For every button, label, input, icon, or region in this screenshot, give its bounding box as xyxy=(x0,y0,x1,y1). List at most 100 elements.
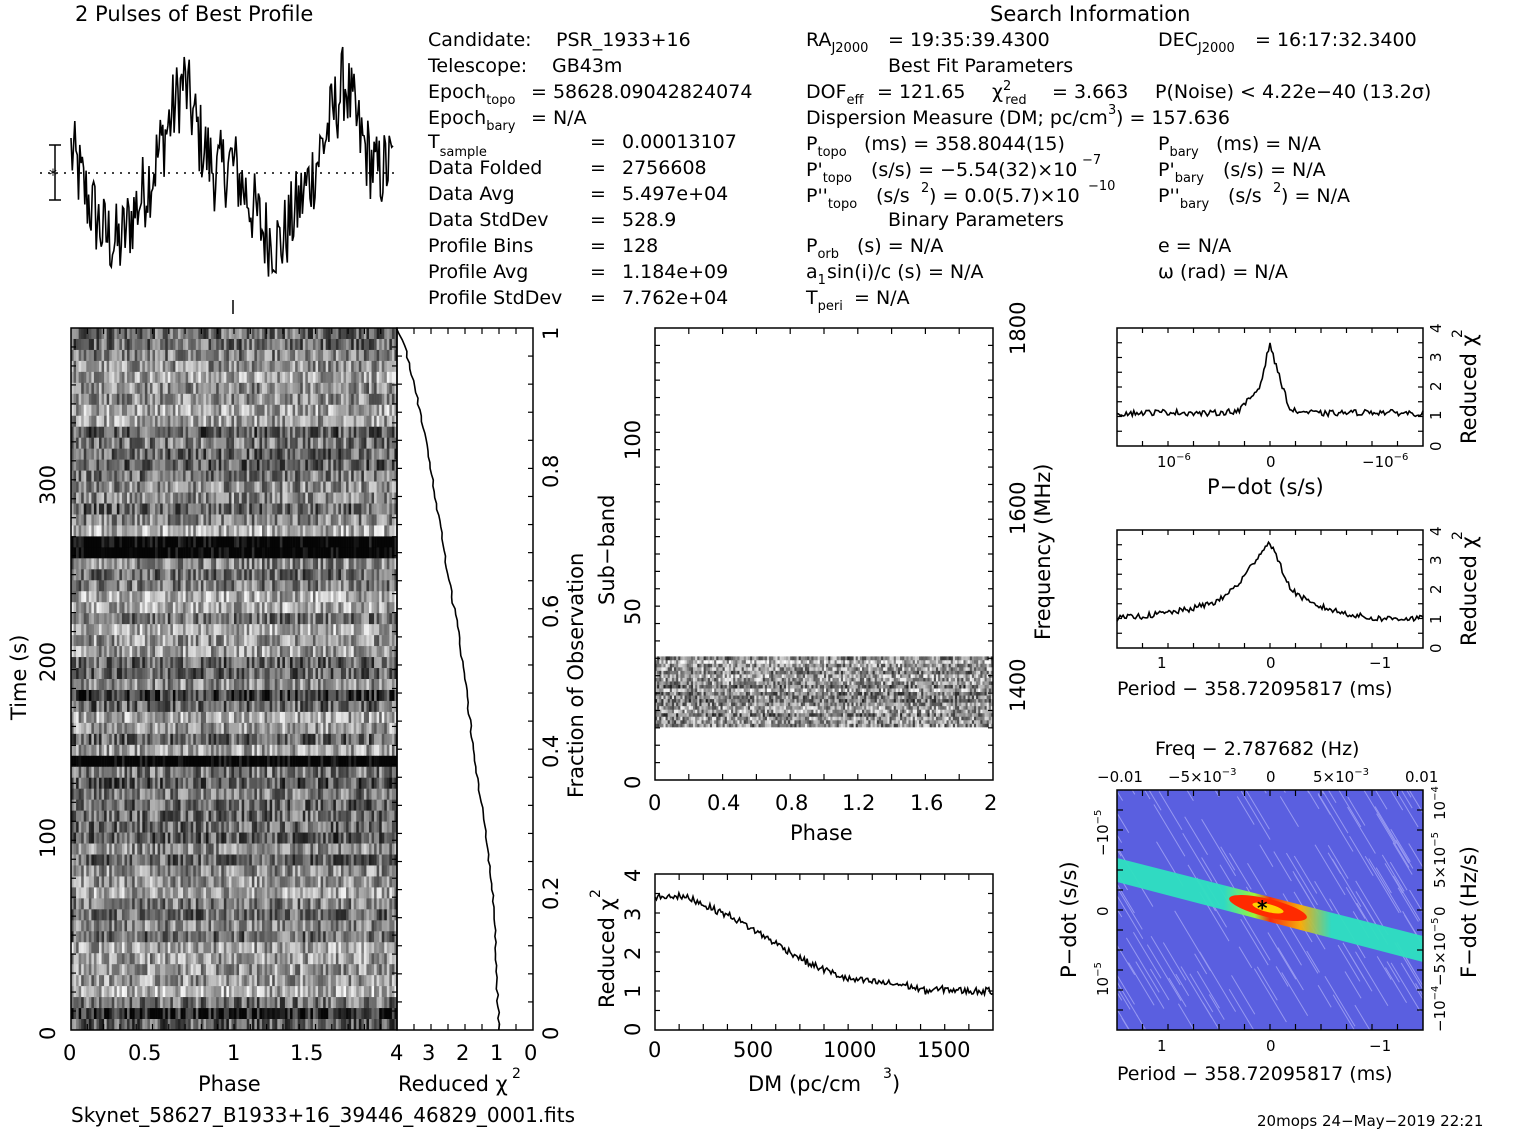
pdot-chi2-label: Reduced χ xyxy=(1457,334,1481,444)
phase-axis-label: Phase xyxy=(198,1072,261,1096)
svg-text:Tperi: Tperi xyxy=(805,287,843,314)
map-pdot-label: P−dot (s/s) xyxy=(1057,861,1081,978)
pdot-chi2-line xyxy=(1116,342,1424,419)
data-stddev-value: 528.9 xyxy=(622,209,676,231)
time-tick-0: 0 xyxy=(36,1027,60,1040)
best-fit-marker: * xyxy=(1257,896,1268,920)
binary-title: Binary Parameters xyxy=(888,209,1064,231)
profile-avg-value: 1.184e+09 xyxy=(622,261,728,283)
svg-text:Porb: Porb xyxy=(806,235,839,262)
time-tick-200: 200 xyxy=(36,642,60,682)
svg-text:=: = xyxy=(590,235,606,257)
dm-chi2-label: Reduced χ xyxy=(595,898,619,1008)
svg-text:RAJ2000: RAJ2000 xyxy=(806,29,868,56)
pbary-value: (ms) = N/A xyxy=(1216,133,1321,155)
asini-value: sin(i)/c (s) = N/A xyxy=(827,261,984,283)
dm-axis-label: DM (pc/cm xyxy=(748,1072,861,1096)
chi2-axis-label: Reduced χ xyxy=(398,1072,508,1096)
profile-line xyxy=(70,46,394,277)
svg-text:DOFeff: DOFeff xyxy=(806,81,865,108)
phase-tick-05: 0.5 xyxy=(128,1041,161,1065)
candidate-value: PSR_1933+16 xyxy=(556,29,691,51)
ppdot-map: Freq − 2.787682 (Hz) −0.01 −5×10−3 0 5×1… xyxy=(1057,738,1481,1085)
frequency-axis-label: Frequency (MHz) xyxy=(1031,464,1055,640)
svg-text:Tsample: Tsample xyxy=(427,131,487,160)
pnoise-value: P(Noise) < 4.22e−40 (13.2σ) xyxy=(1155,81,1431,103)
telescope-label: Telescope: xyxy=(427,55,527,77)
period-axis-label: Period − 358.72095817 (ms) xyxy=(1117,678,1393,700)
data-folded-value: 2756608 xyxy=(622,157,707,179)
pdbary-value: (s/s) = N/A xyxy=(1223,159,1326,181)
profile-bins-value: 128 xyxy=(622,235,658,257)
map-fdot-label: F−dot (Hz/s) xyxy=(1457,846,1481,978)
dm-chi2-plot: 0 500 1000 1500 DM (pc/cm 3 ) 0 1 2 3 4 … xyxy=(588,869,994,1096)
chi2-fraction-plot: 4 3 2 1 0 Reduced χ 2 0 0.2 0.4 0.6 0.8 … xyxy=(390,327,588,1096)
ptopo-value: (ms) = 358.8044(15) xyxy=(864,133,1065,155)
phase-tick-0: 0 xyxy=(63,1041,76,1065)
dec-value: = 16:17:32.3400 xyxy=(1255,29,1417,51)
phase-tick-15: 1.5 xyxy=(290,1041,323,1065)
subband-axis-label: Sub−band xyxy=(595,495,619,605)
pddtopo-value: ) = 0.0(5.7)×10 xyxy=(929,185,1080,207)
porb-value: (s) = N/A xyxy=(857,235,943,257)
search-title: Search Information xyxy=(990,2,1190,26)
profile-avg-label: Profile Avg xyxy=(428,261,528,283)
profile-title: 2 Pulses of Best Profile xyxy=(75,2,313,26)
svg-text:2: 2 xyxy=(921,181,929,196)
svg-text:Epochbary: Epochbary xyxy=(428,107,516,134)
period-chi2-plot: 1 0 −1 0 1 2 3 4 Period − 358.72095817 (… xyxy=(1116,526,1481,700)
time-tick-100: 100 xyxy=(36,818,60,858)
svg-text:P''bary: P''bary xyxy=(1158,185,1209,212)
subband-phase-label: Phase xyxy=(790,821,853,845)
svg-text:a1: a1 xyxy=(806,261,826,288)
chi2-value: = 3.663 xyxy=(1052,81,1128,103)
svg-text:DECJ2000: DECJ2000 xyxy=(1158,29,1235,56)
svg-text:P''topo: P''topo xyxy=(806,185,857,212)
dof-value: = 121.65 xyxy=(877,81,965,103)
freq-axis-label: Freq − 2.787682 (Hz) xyxy=(1155,738,1359,760)
search-info: RAJ2000 = 19:35:39.4300 DECJ2000 = 16:17… xyxy=(805,29,1431,314)
map-period-label: Period − 358.72095817 (ms) xyxy=(1117,1063,1393,1085)
dm-chi2-line xyxy=(654,890,994,998)
subband-image xyxy=(655,656,993,728)
pddbary-value: ) = N/A xyxy=(1281,185,1350,207)
footer-stamp: 20mops 24−May−2019 22:21 xyxy=(1257,1112,1483,1130)
subband-phase-plot: 0 0.4 0.8 1.2 1.6 2 Phase 0 50 100 Sub−b… xyxy=(595,302,1055,845)
candidate-info: Candidate: PSR_1933+16 Telescope: GB43m … xyxy=(427,29,752,309)
time-tick-300: 300 xyxy=(36,465,60,505)
svg-text:3: 3 xyxy=(1108,103,1116,118)
period-chi2-label: Reduced χ xyxy=(1457,536,1481,646)
profile-stddev-label: Profile StdDev xyxy=(428,287,562,309)
time-phase-image xyxy=(71,328,398,1031)
svg-text:=: = xyxy=(590,157,606,179)
pddbary-unit: (s/s xyxy=(1228,185,1262,207)
svg-text:=: = xyxy=(590,209,606,231)
data-avg-label: Data Avg xyxy=(428,183,515,205)
omega-value: ω (rad) = N/A xyxy=(1158,261,1288,283)
candidate-label: Candidate: xyxy=(428,29,532,51)
pddtopo-exp: −10 xyxy=(1088,179,1115,194)
telescope-value: GB43m xyxy=(552,55,622,77)
profile-stddev-value: 7.762e+04 xyxy=(622,287,728,309)
svg-text:Ptopo: Ptopo xyxy=(806,133,847,160)
fraction-axis-label: Fraction of Observation xyxy=(564,553,588,798)
svg-text:*: * xyxy=(49,165,57,184)
svg-text:=: = xyxy=(590,287,606,309)
ra-value: = 19:35:39.4300 xyxy=(888,29,1050,51)
svg-text:=: = xyxy=(590,183,606,205)
svg-text:2: 2 xyxy=(1273,181,1281,196)
tsample-eq: = xyxy=(590,131,606,153)
pdtopo-exp: −7 xyxy=(1082,153,1101,168)
pdot-axis-label: P−dot (s/s) xyxy=(1207,475,1324,499)
pdtopo-value: (s/s) = −5.54(32)×10 xyxy=(871,159,1077,181)
svg-text:=: = xyxy=(590,261,606,283)
period-chi2-line xyxy=(1116,540,1424,623)
svg-text:P'bary: P'bary xyxy=(1158,159,1204,186)
pddtopo-unit: (s/s xyxy=(876,185,910,207)
data-stddev-label: Data StdDev xyxy=(428,209,549,231)
dm-value: ) = 157.636 xyxy=(1116,107,1230,129)
data-folded-label: Data Folded xyxy=(428,157,542,179)
tperi-value: = N/A xyxy=(854,287,910,309)
